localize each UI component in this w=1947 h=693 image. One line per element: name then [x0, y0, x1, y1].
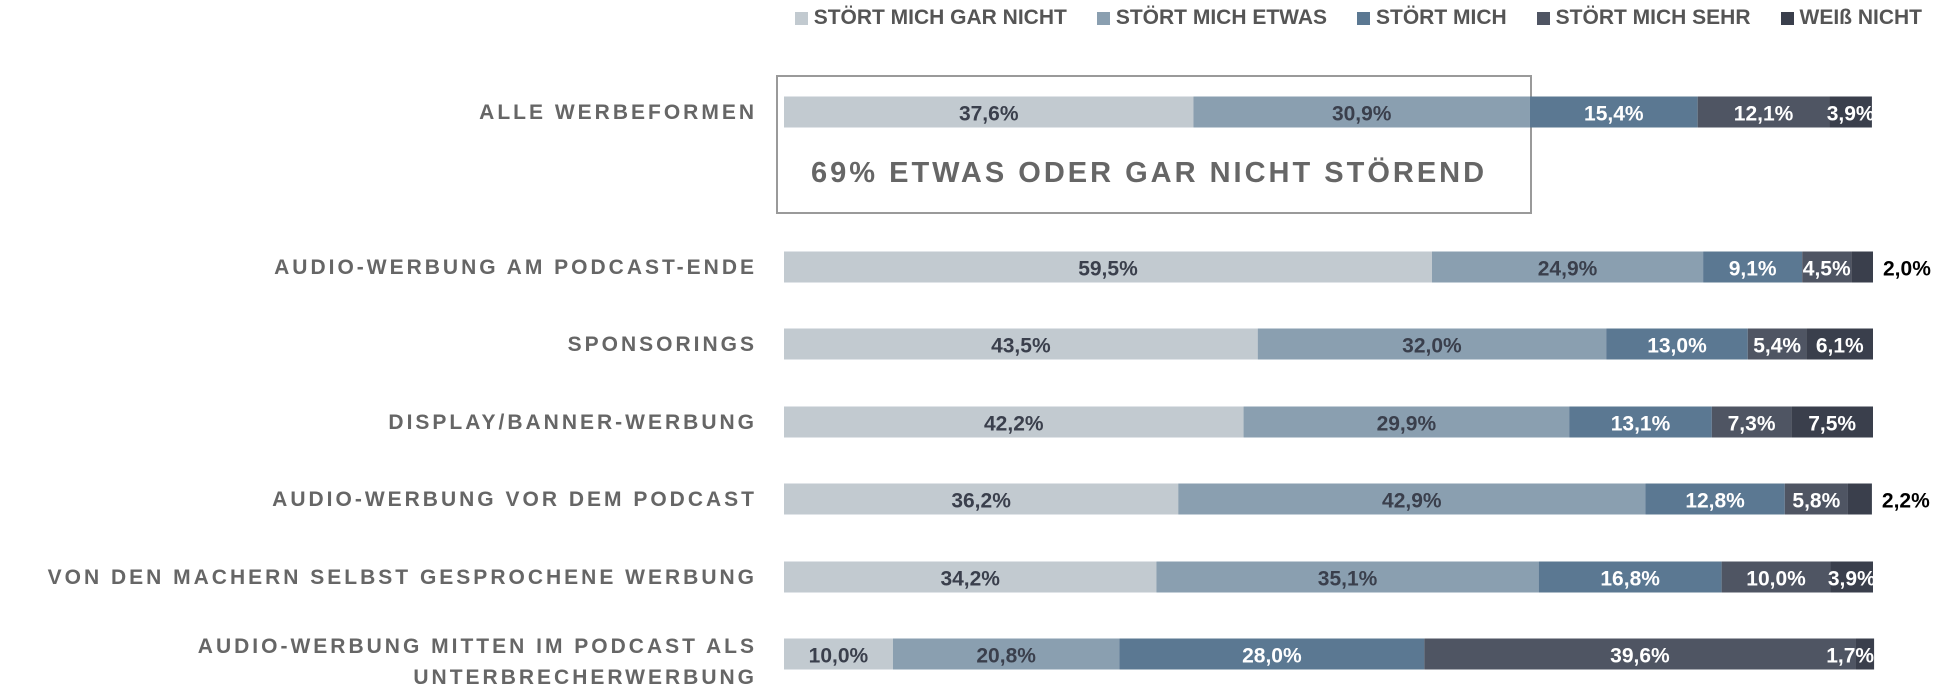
category-label: AUDIO-WERBUNG MITTEN IM PODCAST ALS UNTE…	[197, 634, 757, 689]
legend-label: STÖRT MICH SEHR	[1555, 6, 1751, 29]
category-label: DISPLAY/BANNER-WERBUNG	[388, 410, 757, 434]
value-label: 30,9%	[1332, 103, 1392, 126]
value-label: 20,8%	[976, 645, 1036, 668]
bar-segment	[1119, 638, 1425, 670]
value-label: 12,1%	[1734, 103, 1794, 126]
annotation-box	[776, 75, 1532, 214]
value-label: 36,2%	[951, 490, 1011, 513]
bar-segment	[1569, 406, 1712, 438]
legend-swatch	[1536, 11, 1550, 25]
legend-swatch	[1357, 11, 1371, 25]
bar-segment	[1431, 251, 1704, 283]
value-label: 42,9%	[1382, 490, 1442, 513]
value-label: 3,9%	[1828, 568, 1876, 591]
bar-segment	[784, 251, 1432, 283]
value-label: 29,9%	[1377, 413, 1437, 436]
legend-item: STÖRT MICH ETWAS	[1096, 6, 1328, 30]
bar-segment	[784, 638, 893, 670]
value-label: 39,6%	[1610, 645, 1670, 668]
bar-segment	[1703, 251, 1803, 283]
value-label: 16,8%	[1600, 568, 1660, 591]
value-label: 7,3%	[1728, 413, 1776, 436]
legend-swatch	[794, 11, 808, 25]
bar-segment	[1178, 483, 1646, 515]
value-label: 10,0%	[809, 645, 869, 668]
value-label: 4,5%	[1803, 258, 1851, 281]
value-label: 37,6%	[959, 103, 1019, 126]
value-label: 34,2%	[940, 568, 1000, 591]
annotation: 69% ETWAS ODER GAR NICHT STÖREND	[811, 156, 1487, 189]
bar-segment	[1847, 483, 1872, 515]
value-label: 2,0%	[1883, 258, 1931, 281]
bar-segment	[1257, 328, 1607, 360]
category-label: AUDIO-WERBUNG AM PODCAST-ENDE	[274, 255, 757, 279]
value-label: 7,5%	[1808, 413, 1856, 436]
value-label: 1,7%	[1826, 645, 1874, 668]
bar-segment	[1784, 483, 1848, 515]
bar-segment	[784, 561, 1157, 593]
value-label: 15,4%	[1584, 103, 1644, 126]
bar-segment	[1538, 561, 1722, 593]
bar-segment	[1855, 638, 1875, 670]
bar-segment	[1829, 96, 1872, 128]
bar-segment	[1851, 251, 1873, 283]
bar-segment	[1606, 328, 1748, 360]
value-label: 5,8%	[1792, 490, 1840, 513]
legend-label: STÖRT MICH	[1376, 6, 1507, 29]
bar-segment	[1721, 561, 1831, 593]
bar-segment	[1243, 406, 1570, 438]
legend-item: STÖRT MICH SEHR	[1536, 6, 1751, 30]
value-label: 6,1%	[1816, 335, 1864, 358]
bar-segment	[1156, 561, 1539, 593]
value-label: 5,4%	[1753, 335, 1801, 358]
value-label: 32,0%	[1402, 335, 1462, 358]
bar-segment	[1802, 251, 1852, 283]
value-label: 28,0%	[1242, 645, 1302, 668]
bar-segment	[1529, 96, 1698, 128]
value-label: 59,5%	[1078, 258, 1138, 281]
value-label: 42,2%	[984, 413, 1044, 436]
bar-segment	[784, 406, 1244, 438]
legend-item: STÖRT MICH GAR NICHT	[794, 6, 1067, 30]
value-label: 2,2%	[1882, 490, 1930, 513]
bar-segment	[784, 483, 1179, 515]
legend-label: WEIß NICHT	[1799, 6, 1922, 29]
legend-item: WEIß NICHT	[1780, 6, 1922, 30]
legend: STÖRT MICH GAR NICHT STÖRT MICH ETWAS STÖR…	[794, 6, 1922, 30]
bar-segment	[784, 328, 1258, 360]
value-label: 3,9%	[1827, 103, 1875, 126]
value-label: 43,5%	[991, 335, 1051, 358]
bar-segment	[1711, 406, 1792, 438]
bar-segment	[1830, 561, 1873, 593]
category-label: ALLE WERBEFORMEN	[479, 100, 757, 124]
bar-segment	[1697, 96, 1830, 128]
category-label: VON DEN MACHERN SELBST GESPROCHENE WERBU…	[47, 565, 757, 589]
legend-swatch	[1096, 11, 1110, 25]
bar-segment	[1424, 638, 1856, 670]
bar-segment	[784, 96, 1194, 128]
bar-segment	[892, 638, 1120, 670]
bar-segment	[1791, 406, 1873, 438]
bar-segment	[1747, 328, 1807, 360]
value-label: 12,8%	[1685, 490, 1745, 513]
page: STÖRT MICH GAR NICHT STÖRT MICH ETWAS STÖR…	[47, 6, 1932, 689]
bar-segment	[1806, 328, 1873, 360]
chart: 69% ETWAS ODER GAR NICHT STÖREND 37,6% 30…	[776, 75, 1931, 670]
legend-item: STÖRT MICH	[1357, 6, 1507, 30]
legend-label: STÖRT MICH GAR NICHT	[813, 6, 1067, 29]
value-label: 24,9%	[1538, 258, 1598, 281]
value-label: 13,0%	[1647, 335, 1707, 358]
bar-segment	[1645, 483, 1785, 515]
bar-segment	[1193, 96, 1530, 128]
legend-swatch	[1780, 11, 1794, 25]
value-label: 35,1%	[1318, 568, 1378, 591]
value-label: 9,1%	[1729, 258, 1777, 281]
category-label: AUDIO-WERBUNG VOR DEM PODCAST	[272, 487, 757, 511]
value-label: 10,0%	[1746, 568, 1806, 591]
legend-label: STÖRT MICH ETWAS	[1115, 6, 1328, 29]
category-label: SPONSORINGS	[567, 332, 757, 356]
value-label: 13,1%	[1611, 413, 1671, 436]
